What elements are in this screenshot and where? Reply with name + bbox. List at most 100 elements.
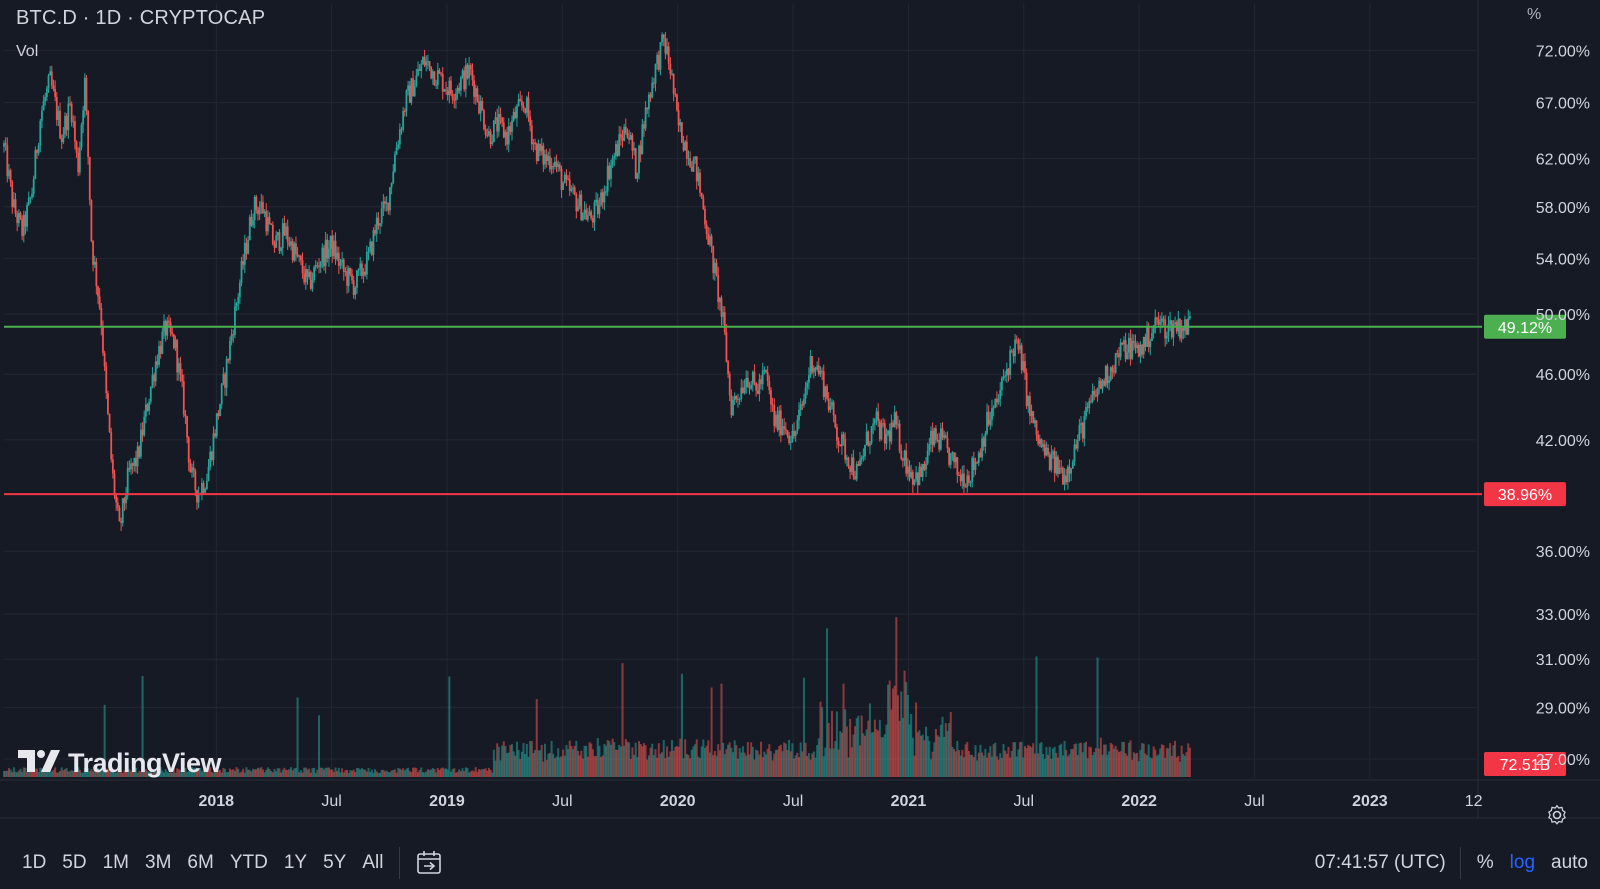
utc-clock[interactable]: 07:41:57 (UTC) <box>1314 851 1446 873</box>
volume-bar <box>887 684 890 777</box>
candle-body <box>893 412 896 428</box>
candle-body <box>676 94 678 111</box>
timeframe-1m[interactable]: 1M <box>102 851 129 873</box>
volume-bar <box>1005 753 1008 777</box>
candle-body <box>1131 340 1134 359</box>
candle-body <box>82 110 85 125</box>
candle-body <box>209 451 212 467</box>
candle-body <box>854 476 856 480</box>
volume-bar <box>1182 753 1185 777</box>
volume-bar <box>224 768 227 777</box>
candle-body <box>771 404 774 406</box>
candle-body <box>156 361 159 365</box>
candle-body <box>387 202 390 211</box>
volume-bar <box>563 755 566 777</box>
candle-body <box>159 345 162 354</box>
volume-bar <box>9 769 12 777</box>
volume-bar <box>956 740 959 777</box>
volume-bar <box>133 770 136 777</box>
candle-body <box>573 187 576 195</box>
timeframe-1d[interactable]: 1D <box>22 851 47 873</box>
timeframe-1y[interactable]: 1Y <box>283 851 308 873</box>
candle-body <box>1090 400 1092 402</box>
candle-body <box>1029 396 1031 416</box>
candle-body <box>1075 444 1077 449</box>
candle-body <box>450 80 452 94</box>
volume-bar <box>311 768 314 777</box>
candle-body <box>70 103 73 122</box>
volume-bar <box>187 771 190 777</box>
candle-body <box>445 89 447 91</box>
volume-bar <box>878 719 881 777</box>
volume-bar <box>540 745 543 777</box>
timeframe-ytd[interactable]: YTD <box>229 851 268 873</box>
horizontal-lines[interactable]: 49.12% 38.96% 72.51B <box>4 314 1566 776</box>
volume-bar <box>506 753 509 777</box>
candle-body <box>486 134 489 136</box>
candle-body <box>822 371 825 398</box>
candle-body <box>1094 394 1097 397</box>
symbol-title[interactable]: BTC.D · 1D · CRYPTOCAP <box>16 7 266 29</box>
percent-scale-toggle[interactable]: % <box>1476 851 1494 873</box>
volume-bar <box>529 741 532 777</box>
candle-body <box>361 263 363 276</box>
candle-body <box>1086 407 1089 409</box>
candle-body <box>319 262 322 268</box>
candle-body <box>253 196 256 221</box>
candle-body <box>540 145 543 152</box>
x-tick-label: 2020 <box>660 793 696 810</box>
candle-body <box>32 179 35 194</box>
candle-body <box>702 197 705 209</box>
x-tick-label: Jul <box>1244 793 1264 810</box>
candle-body <box>751 371 754 385</box>
timeframe-all[interactable]: All <box>362 851 384 873</box>
candle-body <box>64 115 66 135</box>
go-to-date-calendar-icon[interactable] <box>410 850 450 876</box>
volume-bar <box>1170 755 1173 777</box>
settings-gear-icon[interactable] <box>1546 804 1568 831</box>
volume-bar <box>1141 743 1144 777</box>
volume-bar <box>1108 751 1111 777</box>
candle-body <box>446 90 449 96</box>
volume-bar <box>92 771 95 777</box>
volume-bar <box>921 734 924 777</box>
timeframe-3m[interactable]: 3M <box>145 851 172 873</box>
candle-body <box>948 448 950 465</box>
volume-bar <box>1081 752 1084 777</box>
time-axis[interactable]: 2018 Jul 2019 Jul 2020 Jul 2021 Jul 2022 Jul 2023 1… <box>198 793 1482 810</box>
candle-body <box>844 438 847 460</box>
volume-bar <box>62 770 65 777</box>
volume-bar <box>751 747 754 777</box>
volume-bar <box>347 772 350 777</box>
candle-body <box>784 428 787 431</box>
volume-bar <box>850 747 853 777</box>
candle-body <box>618 134 621 156</box>
volume-bar <box>875 729 878 777</box>
candle-body <box>656 54 659 65</box>
candle-body <box>1169 320 1172 325</box>
volume-indicator-label[interactable]: Vol <box>16 43 39 60</box>
candle-body <box>897 423 899 425</box>
candle-body <box>9 170 12 182</box>
auto-scale-toggle[interactable]: auto <box>1551 851 1588 873</box>
candle-body <box>888 430 891 442</box>
volume-bar <box>585 745 588 777</box>
candle-body <box>697 172 700 182</box>
timeframe-6m[interactable]: 6M <box>187 851 214 873</box>
volume-bar <box>535 699 538 777</box>
candle-body <box>832 402 835 416</box>
timeframe-5d[interactable]: 5D <box>62 851 87 873</box>
timeframe-5y[interactable]: 5Y <box>323 851 347 873</box>
volume-bar <box>862 733 865 777</box>
log-scale-toggle[interactable]: log <box>1509 851 1536 873</box>
volume-bar <box>649 747 652 777</box>
candle-body <box>102 326 104 354</box>
volume-bar <box>788 739 791 777</box>
volume-bar <box>512 751 515 777</box>
volume-bar <box>362 769 365 777</box>
volume-bar <box>40 768 43 777</box>
candle-body <box>961 473 964 482</box>
price-axis[interactable]: 72.00% 67.00% 62.00% 58.00% 54.00% 50.00% 46.0… <box>1536 44 1590 769</box>
x-tick-label: Jul <box>1014 793 1034 810</box>
